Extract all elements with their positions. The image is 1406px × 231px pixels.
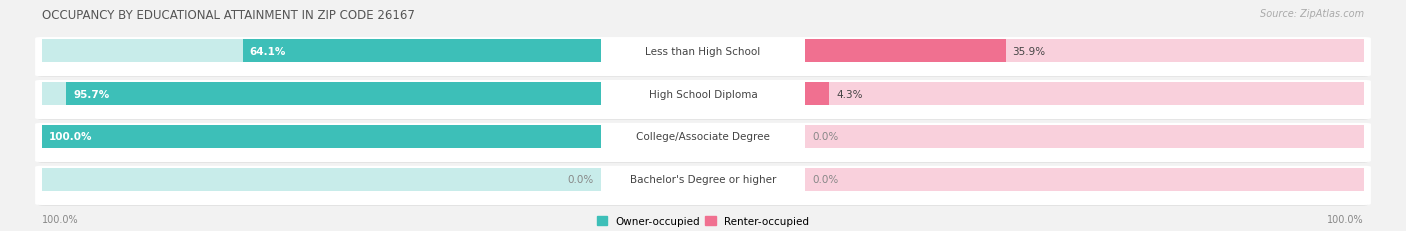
FancyBboxPatch shape <box>35 123 1371 162</box>
Text: 0.0%: 0.0% <box>813 132 838 142</box>
Bar <box>66 82 602 106</box>
Bar <box>806 168 1364 191</box>
Text: College/Associate Degree: College/Associate Degree <box>636 132 770 142</box>
Bar <box>806 82 1364 106</box>
Bar <box>42 125 602 149</box>
Text: 95.7%: 95.7% <box>73 89 110 99</box>
FancyBboxPatch shape <box>38 124 1368 163</box>
Bar <box>42 168 602 191</box>
Bar <box>42 82 602 106</box>
Text: 0.0%: 0.0% <box>813 175 838 185</box>
Text: Less than High School: Less than High School <box>645 46 761 56</box>
Text: 35.9%: 35.9% <box>1012 46 1046 56</box>
Text: 64.1%: 64.1% <box>250 46 287 56</box>
Text: 100.0%: 100.0% <box>42 214 79 225</box>
Text: 100.0%: 100.0% <box>1327 214 1364 225</box>
FancyBboxPatch shape <box>38 39 1368 78</box>
Text: High School Diploma: High School Diploma <box>648 89 758 99</box>
Bar <box>42 40 602 63</box>
FancyBboxPatch shape <box>35 81 1371 120</box>
FancyBboxPatch shape <box>38 167 1368 206</box>
Bar <box>806 82 830 106</box>
Legend: Owner-occupied, Renter-occupied: Owner-occupied, Renter-occupied <box>596 216 810 226</box>
Bar <box>806 40 1364 63</box>
Bar <box>806 40 1005 63</box>
Bar <box>806 125 1364 149</box>
Text: OCCUPANCY BY EDUCATIONAL ATTAINMENT IN ZIP CODE 26167: OCCUPANCY BY EDUCATIONAL ATTAINMENT IN Z… <box>42 9 415 22</box>
Text: Bachelor's Degree or higher: Bachelor's Degree or higher <box>630 175 776 185</box>
FancyBboxPatch shape <box>38 81 1368 120</box>
FancyBboxPatch shape <box>35 166 1371 205</box>
Text: 0.0%: 0.0% <box>568 175 593 185</box>
Text: 4.3%: 4.3% <box>837 89 862 99</box>
FancyBboxPatch shape <box>35 38 1371 77</box>
Text: Source: ZipAtlas.com: Source: ZipAtlas.com <box>1260 9 1364 19</box>
Bar <box>42 125 602 149</box>
Bar <box>243 40 602 63</box>
Text: 100.0%: 100.0% <box>49 132 93 142</box>
